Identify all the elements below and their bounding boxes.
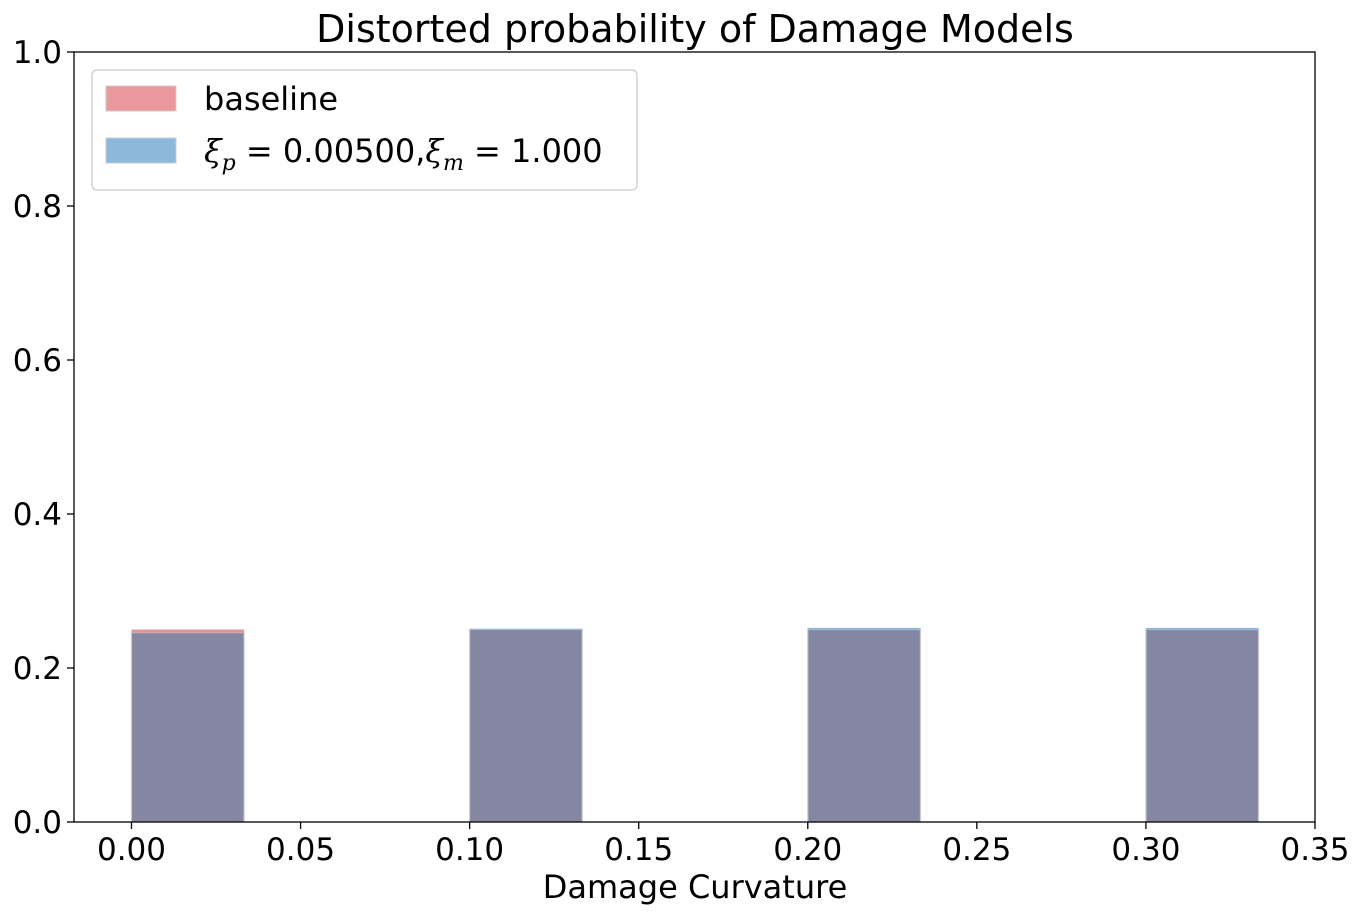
bar-overlap [807, 628, 921, 823]
legend-swatch-distorted [105, 137, 177, 164]
legend: baseline ξp = 0.00500,ξm = 1.000 [91, 69, 638, 191]
y-tick-label: 0.8 [13, 189, 62, 225]
y-tick-label: 1.0 [13, 35, 62, 71]
plot-frame [73, 51, 1316, 823]
bar-overlap [1145, 628, 1260, 823]
bars-layer [130, 627, 1260, 823]
y-tick-label: 0.6 [13, 343, 62, 379]
y-tick-label: 0.4 [13, 497, 62, 533]
y-tick-label: 0.2 [13, 651, 62, 687]
x-axis-label: Damage Curvature [543, 868, 848, 906]
legend-label-distorted: ξp = 0.00500,ξm = 1.000 [204, 132, 603, 176]
y-axis: 0.0 0.2 0.4 0.6 0.8 1.0 [13, 35, 74, 841]
legend-swatch-baseline [105, 85, 177, 112]
legend-frame [91, 69, 638, 191]
x-tick-label: 0.05 [266, 832, 335, 868]
bar-distorted [807, 627, 921, 630]
x-tick-label: 0.20 [773, 832, 842, 868]
bar-baseline [131, 629, 245, 633]
bar-distorted [469, 628, 583, 630]
bar-overlap [130, 631, 245, 823]
chart-title: Distorted probability of Damage Models [316, 7, 1074, 51]
x-tick-label: 0.30 [1111, 832, 1180, 868]
x-tick-label: 0.00 [97, 832, 166, 868]
legend-label-baseline: baseline [204, 80, 338, 118]
x-tick-label: 0.25 [942, 832, 1011, 868]
bar-overlap [469, 628, 583, 823]
y-tick-label: 0.0 [13, 805, 62, 841]
x-tick-label: 0.15 [604, 832, 673, 868]
x-axis: 0.00 0.05 0.10 0.15 0.20 0.25 0.30 0.35 [97, 822, 1350, 868]
x-tick-label: 0.10 [435, 832, 504, 868]
bar-distorted [1145, 627, 1259, 630]
x-tick-label: 0.35 [1280, 832, 1349, 868]
